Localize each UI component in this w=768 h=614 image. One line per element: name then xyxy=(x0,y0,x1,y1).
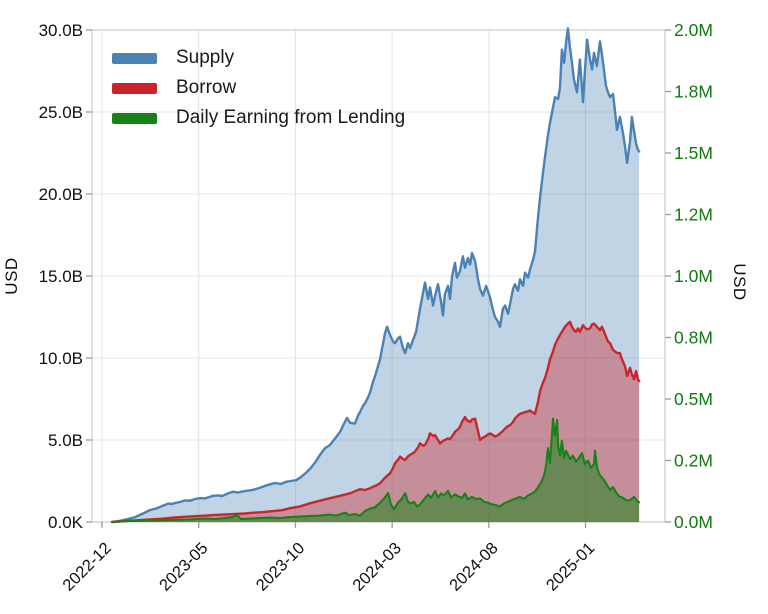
supply-area xyxy=(112,28,640,523)
y-tick-label-right: 1.5M xyxy=(674,143,713,163)
daily-earning-legend-swatch xyxy=(112,112,157,124)
y-tick-label-left: 10.0B xyxy=(39,349,83,368)
y-tick-label-left: 20.0B xyxy=(39,185,83,204)
daily-earning-legend-label: Daily Earning from Lending xyxy=(176,107,406,128)
x-tick-label: 2025-01 xyxy=(543,539,599,595)
borrow-legend-swatch xyxy=(112,82,157,94)
x-tick-label: 2024-08 xyxy=(446,539,502,595)
x-tick-label: 2023-10 xyxy=(253,539,309,595)
y-axis-title-right: USD xyxy=(730,263,749,300)
supply-legend-swatch xyxy=(112,52,157,64)
supply-line xyxy=(110,27,641,524)
y-axis-title-left: USD xyxy=(2,257,21,294)
y-tick-label-right: 1.2M xyxy=(674,205,713,225)
daily-earning-from-lending-area xyxy=(112,418,640,522)
y-tick-label-right: 1.8M xyxy=(674,82,713,102)
borrow-legend-label: Borrow xyxy=(176,77,237,98)
y-tick-label-right: 0.0M xyxy=(674,512,713,532)
y-tick-label-right: 2.0M xyxy=(674,20,713,40)
legend-item-supply[interactable]: Supply xyxy=(112,43,405,73)
y-tick-label-left: 5.0B xyxy=(48,431,83,450)
x-tick-label: 2022-12 xyxy=(59,539,115,595)
legend-item-borrow[interactable]: Borrow xyxy=(112,73,405,103)
x-tick-label: 2024-03 xyxy=(349,539,405,595)
y-tick-label-left: 0.0K xyxy=(48,513,84,532)
chart-legend: Supply Borrow Daily Earning from Lending xyxy=(112,43,405,133)
y-tick-label-right: 0.8M xyxy=(674,328,713,348)
y-tick-label-right: 1.0M xyxy=(674,266,713,286)
y-tick-label-right: 0.5M xyxy=(674,389,713,409)
borrow-area xyxy=(112,321,640,522)
daily-earning-from-lending-line xyxy=(111,417,641,524)
y-tick-label-left: 25.0B xyxy=(39,103,83,122)
supply-legend-label: Supply xyxy=(176,47,235,68)
y-tick-label-left: 15.0B xyxy=(39,267,83,286)
legend-item-daily-earning[interactable]: Daily Earning from Lending xyxy=(112,103,405,133)
x-tick-label: 2023-05 xyxy=(156,539,212,595)
y-tick-label-left: 30.0B xyxy=(39,21,83,40)
borrow-line xyxy=(110,320,641,524)
y-tick-label-right: 0.2M xyxy=(674,451,713,471)
